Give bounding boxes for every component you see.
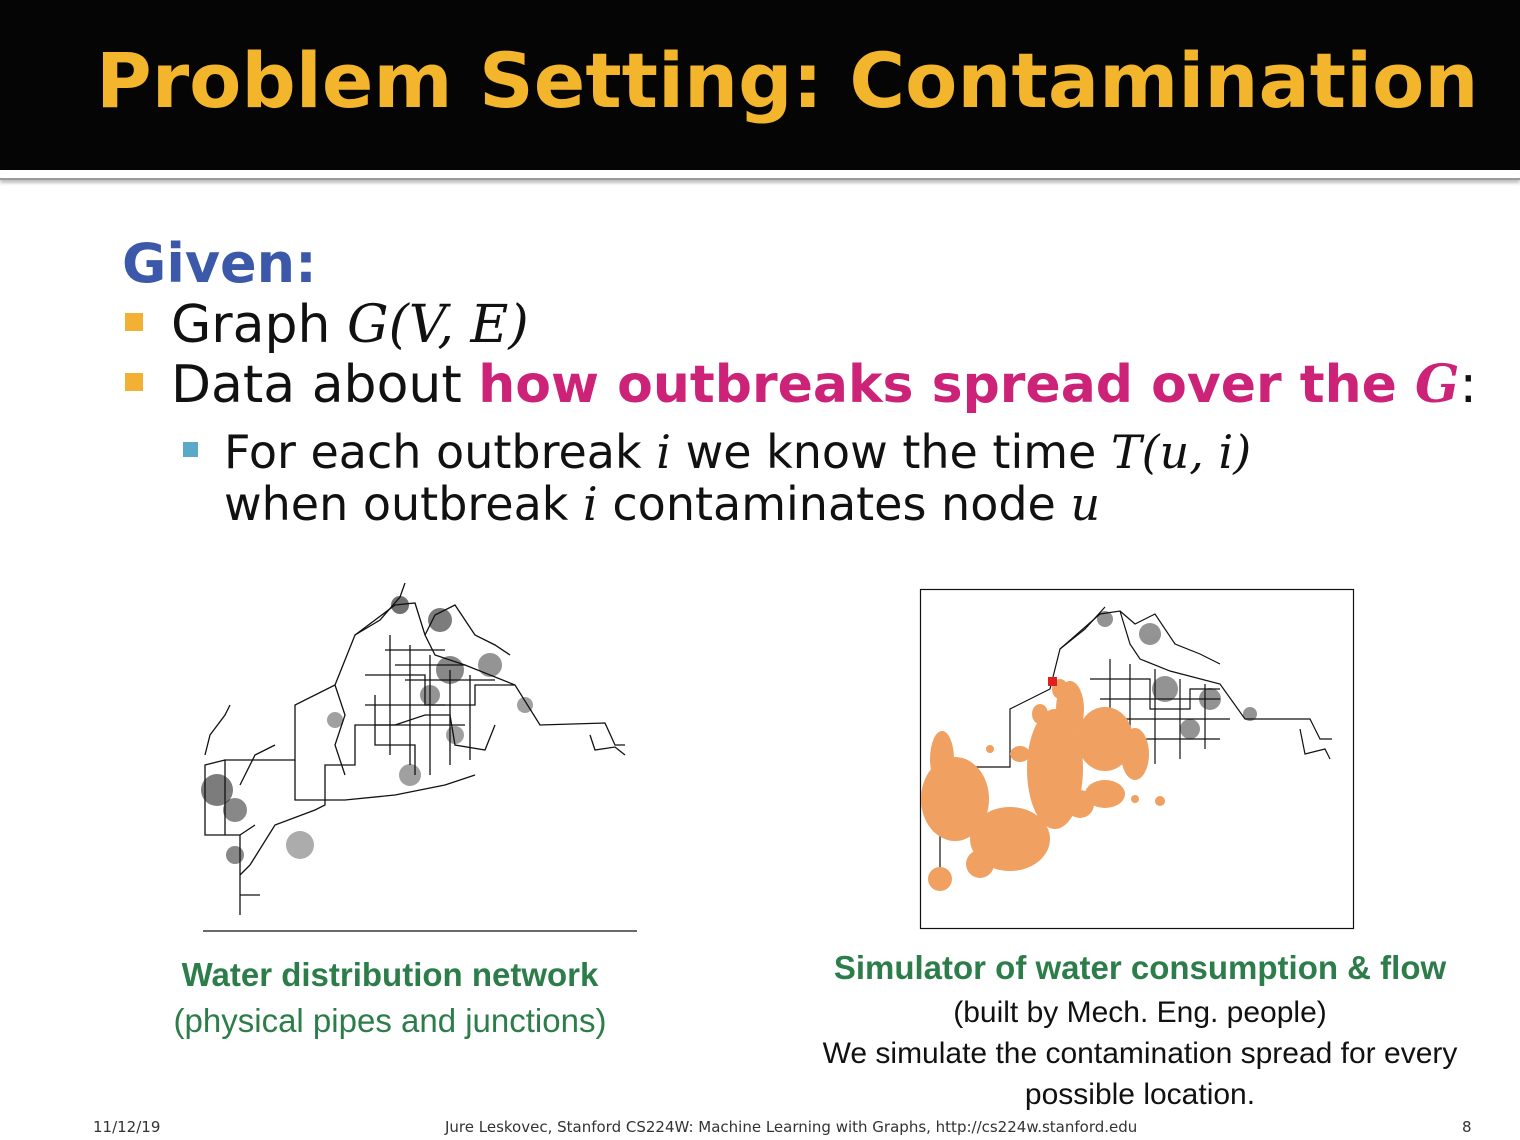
sub-bullet-square-icon bbox=[183, 442, 198, 457]
sub-text-d: contaminates node bbox=[597, 477, 1071, 531]
slide-title: Problem Setting: Contamination bbox=[96, 36, 1479, 125]
sub-text-b: we know the time bbox=[670, 425, 1111, 479]
sub-text-a: For each outbreak bbox=[224, 425, 657, 479]
left-caption-subtitle: (physical pipes and junctions) bbox=[173, 1002, 607, 1039]
sub-bullet-line-2: when outbreak i contaminates node u bbox=[224, 477, 1100, 531]
sub-math-i2: i bbox=[583, 477, 598, 531]
footer-date: 11/12/19 bbox=[93, 1118, 161, 1136]
bullet-square-icon bbox=[125, 313, 143, 331]
contamination-simulation-figure bbox=[919, 588, 1355, 930]
outbreak-source-marker bbox=[1048, 677, 1057, 686]
footer-page-number: 8 bbox=[1462, 1118, 1472, 1136]
sub-bullet-line-1: For each outbreak i we know the time T(u… bbox=[224, 425, 1251, 479]
bullet-graph-text: Graph bbox=[171, 295, 348, 355]
title-divider bbox=[0, 170, 1520, 180]
sub-math-u: u bbox=[1070, 477, 1101, 531]
right-caption-title: Simulator of water consumption & flow bbox=[833, 949, 1447, 986]
network-pipes bbox=[939, 606, 1332, 889]
bullet-data-text: Data about bbox=[171, 355, 479, 415]
right-caption-line-3: possible location. bbox=[1024, 1078, 1256, 1111]
contamination-spread bbox=[921, 679, 1165, 891]
sub-math-tui: T(u, i) bbox=[1110, 425, 1252, 479]
bullet-graph: Graph G(V, E) bbox=[125, 295, 529, 355]
title-bar bbox=[0, 0, 1520, 170]
bullet-data-suffix: : bbox=[1459, 355, 1477, 415]
given-heading: Given: bbox=[122, 232, 317, 295]
bullet-data: Data about how outbreaks spread over the… bbox=[125, 354, 1477, 415]
right-caption-line-1: (built by Mech. Eng. people) bbox=[953, 996, 1327, 1029]
left-caption-title: Water distribution network bbox=[181, 956, 599, 993]
water-network-figure bbox=[201, 582, 637, 932]
sub-math-i: i bbox=[656, 425, 671, 479]
network-dense-clusters bbox=[201, 596, 533, 864]
bullet-square-icon bbox=[125, 373, 143, 391]
bullet-graph-math: G(V, E) bbox=[347, 295, 529, 355]
right-caption-line-2: We simulate the contamination spread for… bbox=[822, 1037, 1458, 1070]
network-pipes bbox=[204, 582, 626, 915]
sub-text-c: when outbreak bbox=[224, 477, 584, 531]
bullet-data-highlight: how outbreaks spread over the bbox=[478, 355, 1416, 415]
footer-credit: Jure Leskovec, Stanford CS224W: Machine … bbox=[445, 1118, 1138, 1136]
bullet-data-highlight-math: G bbox=[1415, 354, 1460, 415]
network-dense-clusters bbox=[1097, 611, 1257, 739]
